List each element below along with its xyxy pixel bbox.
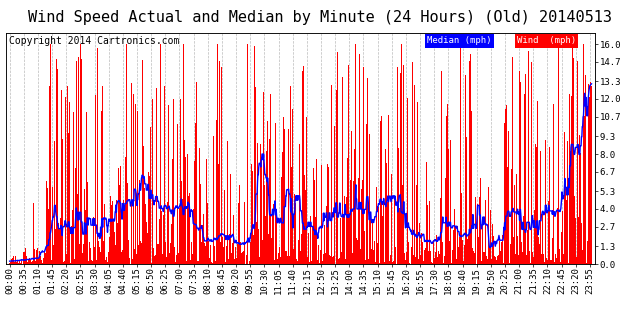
Text: Median (mph): Median (mph) (428, 37, 492, 46)
Text: Wind Speed Actual and Median by Minute (24 Hours) (Old) 20140513: Wind Speed Actual and Median by Minute (… (28, 10, 612, 25)
Text: Wind  (mph): Wind (mph) (517, 37, 576, 46)
Text: Copyright 2014 Cartronics.com: Copyright 2014 Cartronics.com (10, 37, 180, 47)
